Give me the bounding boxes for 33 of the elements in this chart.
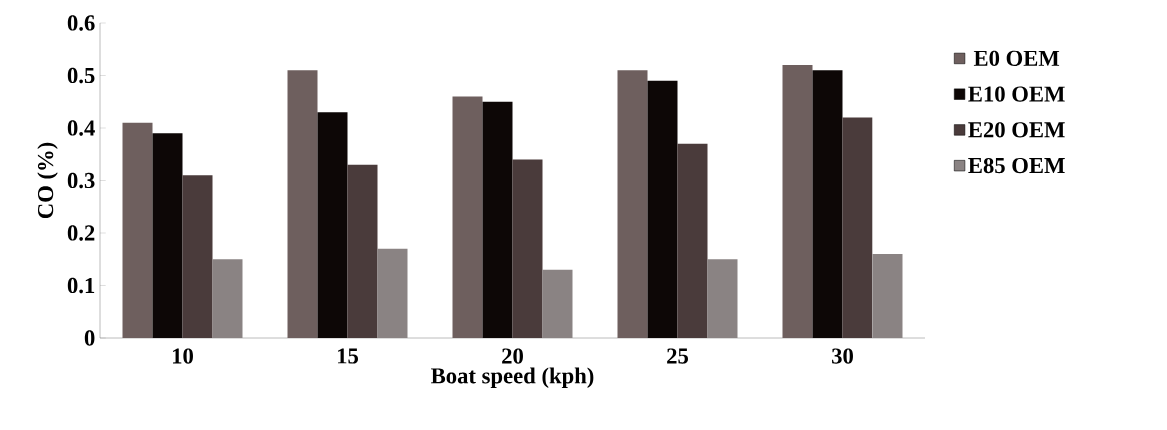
y-tick-label: 0	[84, 330, 95, 346]
bar	[452, 96, 483, 338]
bar	[647, 80, 678, 338]
legend-label: E85 OEM	[968, 157, 1065, 174]
y-axis-title: CO (%)	[37, 142, 58, 219]
y-tick-label: 0.2	[67, 225, 95, 241]
bar	[122, 122, 153, 338]
y-tick-label: 0.4	[67, 120, 95, 136]
bar	[812, 70, 843, 338]
bar	[782, 65, 813, 338]
x-tick-label: 10	[172, 348, 193, 364]
bar	[287, 70, 318, 338]
y-tick-label: 0.3	[67, 172, 95, 189]
x-axis-title: Boat speed (kph)	[431, 367, 594, 389]
bar	[152, 133, 183, 338]
y-tick-label: 0.6	[67, 15, 95, 31]
bar	[677, 143, 708, 338]
x-tick-label: 15	[337, 348, 358, 364]
x-tick-label: 25	[667, 348, 688, 364]
bar	[512, 159, 543, 338]
bar	[347, 164, 378, 338]
bar	[482, 101, 513, 338]
legend-label: E20 OEM	[968, 122, 1065, 138]
y-tick-label: 0.1	[67, 277, 95, 294]
bar	[317, 112, 348, 338]
legend-label: E10 OEM	[968, 86, 1065, 102]
bar	[617, 70, 648, 338]
bar	[842, 117, 873, 338]
x-tick-label: 20	[502, 348, 523, 364]
legend-label: E0 OEM	[973, 50, 1060, 66]
y-tick-label: 0.5	[67, 67, 95, 84]
x-tick-label: 30	[832, 348, 853, 364]
bar	[182, 175, 213, 338]
